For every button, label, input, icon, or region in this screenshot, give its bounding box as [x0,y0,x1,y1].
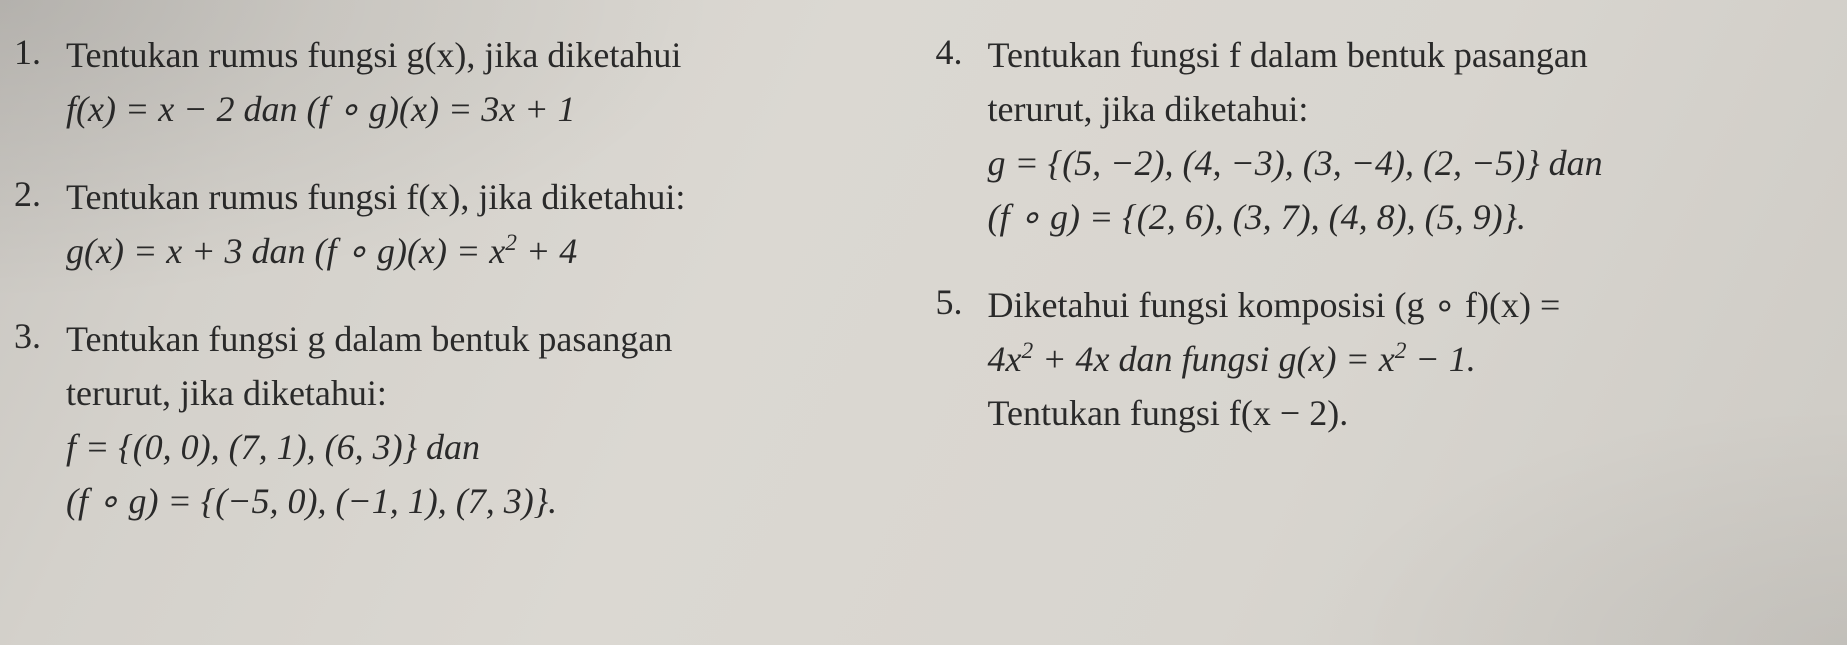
problem-body: Tentukan fungsi g dalam bentuk pasangan … [66,312,904,528]
problem-number: 5. [934,278,988,440]
problem-number: 3. [12,312,66,528]
problem-5: 5. Diketahui fungsi komposisi (g ∘ f)(x)… [934,278,1808,440]
problem-number: 1. [12,28,66,136]
problem-line: Tentukan fungsi f(x − 2). [988,386,1808,440]
problem-body: Tentukan fungsi f dalam bentuk pasangan … [988,28,1808,244]
problem-4: 4. Tentukan fungsi f dalam bentuk pasang… [934,28,1808,244]
problem-line-math: g(x) = x + 3 dan (f ∘ g)(x) = x2 + 4 [66,224,904,278]
problem-line: terurut, jika diketahui: [988,82,1808,136]
left-column: 1. Tentukan rumus fungsi g(x), jika dike… [0,28,904,625]
problem-line: Tentukan rumus fungsi g(x), jika diketah… [66,28,904,82]
exponent: 2 [505,230,517,256]
math-segment: + 4 [517,231,577,271]
problem-body: Tentukan rumus fungsi f(x), jika diketah… [66,170,904,278]
problem-3: 3. Tentukan fungsi g dalam bentuk pasang… [12,312,904,528]
problem-number: 4. [934,28,988,244]
problem-line: Tentukan fungsi f dalam bentuk pasangan [988,28,1808,82]
problem-line-math: g = {(5, −2), (4, −3), (3, −4), (2, −5)}… [988,136,1808,190]
math-segment: + 4x dan fungsi g(x) = x [1033,339,1395,379]
problem-line: terurut, jika diketahui: [66,366,904,420]
problem-line-math: 4x2 + 4x dan fungsi g(x) = x2 − 1. [988,332,1808,386]
problem-number: 2. [12,170,66,278]
problem-1: 1. Tentukan rumus fungsi g(x), jika dike… [12,28,904,136]
exponent: 2 [1395,338,1407,364]
problem-line: Tentukan rumus fungsi f(x), jika diketah… [66,170,904,224]
page: 1. Tentukan rumus fungsi g(x), jika dike… [0,0,1847,645]
exponent: 2 [1021,338,1033,364]
math-segment: − 1. [1406,339,1475,379]
problem-body: Tentukan rumus fungsi g(x), jika diketah… [66,28,904,136]
problem-line-math: f(x) = x − 2 dan (f ∘ g)(x) = 3x + 1 [66,82,904,136]
right-column: 4. Tentukan fungsi f dalam bentuk pasang… [904,28,1808,625]
math-segment: 4x [988,339,1022,379]
math-segment: g(x) = x + 3 dan (f ∘ g)(x) = x [66,231,505,271]
problem-line-math: (f ∘ g) = {(2, 6), (3, 7), (4, 8), (5, 9… [988,190,1808,244]
problem-2: 2. Tentukan rumus fungsi f(x), jika dike… [12,170,904,278]
problem-line-math: f = {(0, 0), (7, 1), (6, 3)} dan [66,420,904,474]
problem-line: Tentukan fungsi g dalam bentuk pasangan [66,312,904,366]
problem-line: Diketahui fungsi komposisi (g ∘ f)(x) = [988,278,1808,332]
problem-line-math: (f ∘ g) = {(−5, 0), (−1, 1), (7, 3)}. [66,474,904,528]
problem-body: Diketahui fungsi komposisi (g ∘ f)(x) = … [988,278,1808,440]
